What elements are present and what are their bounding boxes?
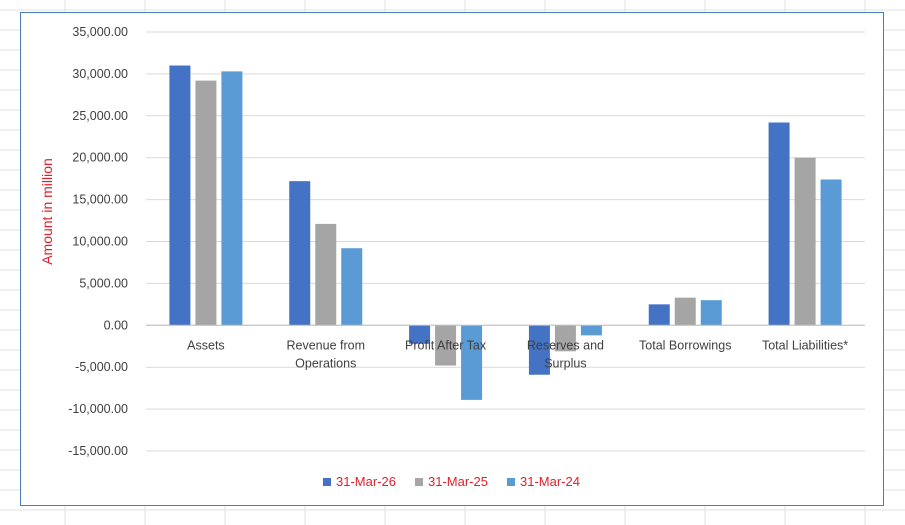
y-tick-label: -5,000.00 [75, 360, 128, 374]
bar[interactable] [820, 179, 842, 326]
legend-swatch [507, 478, 515, 486]
legend-label: 31-Mar-24 [520, 474, 580, 489]
bar[interactable] [409, 325, 431, 344]
y-tick-label: 30,000.00 [72, 67, 128, 81]
y-tick-label: 15,000.00 [72, 193, 128, 207]
category-label: Total Borrowings [639, 338, 731, 352]
legend-swatch [323, 478, 331, 486]
bar[interactable] [289, 181, 311, 326]
y-tick-label: -10,000.00 [68, 402, 128, 416]
category-label: Revenue from [286, 338, 365, 352]
bar[interactable] [674, 297, 696, 326]
y-tick-label: 25,000.00 [72, 109, 128, 123]
category-labels: Assets Revenue from Operations Profit After… [187, 338, 848, 370]
y-tick-label: -15,000.00 [68, 444, 128, 458]
legend[interactable]: 31-Mar-26 31-Mar-25 31-Mar-24 [323, 474, 580, 489]
bar[interactable] [580, 325, 602, 336]
category-label: Operations [295, 356, 356, 370]
legend-label: 31-Mar-25 [428, 474, 488, 489]
y-tick-label: 20,000.00 [72, 151, 128, 165]
bar[interactable] [169, 65, 191, 326]
category-label: Assets [187, 338, 225, 352]
bar[interactable] [195, 80, 217, 326]
y-tick-labels: 35,000.00 30,000.00 25,000.00 20,000.00 15,0… [68, 25, 128, 458]
y-axis-title: Amount in million [39, 158, 55, 265]
bar[interactable] [341, 248, 363, 326]
bars [169, 65, 842, 400]
category-label: Total Liabilities* [762, 338, 848, 352]
category-label: Profit After Tax [405, 338, 487, 352]
bar[interactable] [794, 157, 816, 326]
gridlines [146, 31, 865, 452]
bar[interactable] [700, 300, 722, 326]
y-tick-label: 10,000.00 [72, 235, 128, 249]
bar[interactable] [435, 325, 457, 366]
y-tick-label: 35,000.00 [72, 25, 128, 39]
legend-label: 31-Mar-26 [336, 474, 396, 489]
bar[interactable] [461, 325, 483, 400]
y-tick-label: 0.00 [104, 318, 128, 332]
bar[interactable] [648, 304, 670, 326]
legend-swatch [415, 478, 423, 486]
bar[interactable] [315, 223, 337, 326]
bar[interactable] [221, 71, 243, 326]
chart-area[interactable]: 35,000.00 30,000.00 25,000.00 20,000.00 15,0… [20, 12, 884, 506]
y-tick-label: 5,000.00 [79, 276, 128, 290]
bar[interactable] [768, 122, 790, 326]
category-label: Surplus [544, 356, 586, 370]
category-label: Reserves and [527, 338, 604, 352]
bar-chart: 35,000.00 30,000.00 25,000.00 20,000.00 15,0… [39, 25, 865, 489]
bar[interactable] [554, 325, 576, 352]
bar[interactable] [528, 325, 550, 375]
